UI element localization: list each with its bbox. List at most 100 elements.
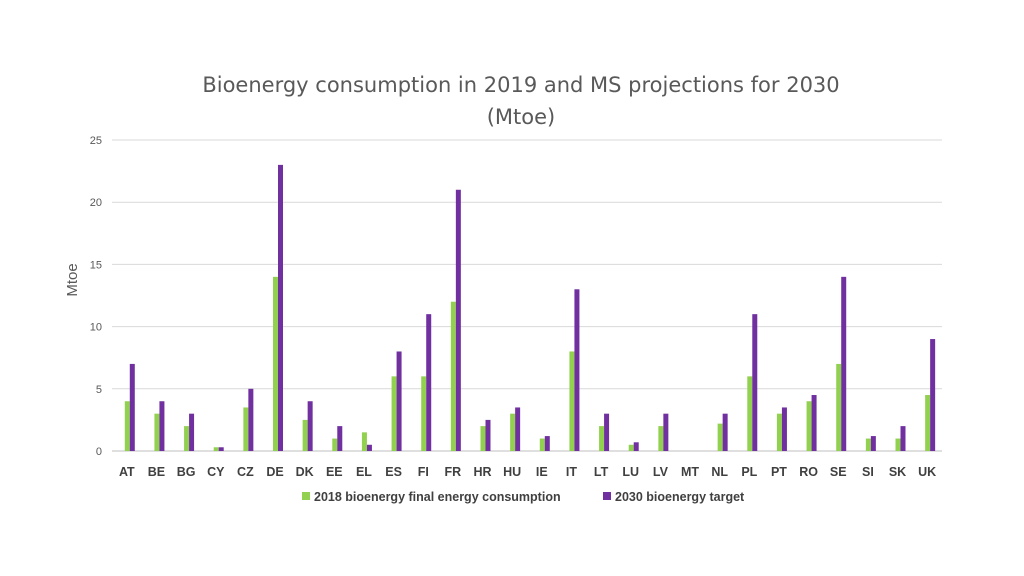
y-tick-label: 15: [90, 259, 102, 271]
x-tick-label: IT: [566, 465, 577, 479]
bar-2018-pt: [776, 413, 782, 451]
y-tick-label: 0: [96, 446, 102, 458]
y-tick-label: 5: [96, 384, 102, 396]
legend-label-2018: 2018 bioenergy final energy consumption: [314, 490, 561, 504]
y-tick-label: 25: [90, 135, 102, 147]
x-tick-label: ES: [385, 465, 402, 479]
x-tick-label: BE: [148, 465, 165, 479]
bars: [124, 164, 936, 451]
x-tick-label: DE: [266, 465, 283, 479]
bar-2018-hu: [510, 413, 516, 451]
bar-2030-fr: [455, 189, 461, 451]
bar-2018-el: [361, 432, 367, 451]
legend-label-2030: 2030 bioenergy target: [615, 490, 745, 504]
bar-2030-lv: [663, 413, 669, 451]
bar-2030-el: [366, 444, 372, 451]
bar-2030-be: [159, 401, 165, 451]
bar-2018-lu: [628, 444, 634, 451]
bar-2030-bg: [189, 413, 195, 451]
x-tick-label: MT: [681, 465, 699, 479]
bar-2030-sk: [900, 426, 906, 451]
bar-2030-hr: [485, 419, 491, 451]
x-tick-label: NL: [711, 465, 728, 479]
bar-2018-de: [273, 276, 278, 451]
x-tick-label: SE: [830, 465, 847, 479]
x-tick-label: FR: [445, 465, 462, 479]
bar-2018-lt: [599, 426, 605, 451]
x-tick-label: EL: [356, 465, 372, 479]
x-tick-label: CY: [207, 465, 225, 479]
bar-2030-lu: [633, 442, 639, 451]
bar-2018-sk: [895, 438, 901, 451]
bar-2030-pl: [752, 314, 758, 451]
bar-2018-nl: [717, 423, 723, 451]
bar-2030-ie: [544, 436, 550, 451]
x-tick-label: DK: [296, 465, 314, 479]
bar-2030-cz: [248, 388, 254, 451]
bar-2018-uk: [925, 395, 931, 451]
x-tick-label: BG: [177, 465, 196, 479]
bar-2030-lt: [604, 413, 610, 451]
x-axis-ticks: AT BE BG CY CZ DE DK EE EL ES FI FR HR HU IE IT LT LU LV MT…: [119, 465, 936, 479]
x-tick-label: RO: [799, 465, 818, 479]
x-tick-label: FI: [418, 465, 429, 479]
x-tick-label: HU: [503, 465, 521, 479]
bar-2018-ee: [332, 438, 338, 451]
x-tick-label: UK: [918, 465, 936, 479]
legend-swatch-2030: [603, 492, 611, 500]
chart-title: Bioenergy consumption in 2019 and MS pro…: [202, 73, 839, 97]
y-tick-label: 10: [90, 322, 102, 334]
bar-2030-fi: [426, 314, 432, 451]
bar-2018-lv: [658, 426, 664, 451]
bar-2030-si: [870, 436, 876, 451]
x-tick-label: EE: [326, 465, 343, 479]
x-tick-label: IE: [536, 465, 548, 479]
bar-2030-de: [278, 164, 283, 451]
chart-subtitle: (Mtoe): [487, 105, 556, 129]
x-tick-label: LV: [653, 465, 669, 479]
legend: 2018 bioenergy final energy consumption 2…: [302, 490, 745, 504]
bar-2018-at: [124, 401, 130, 451]
bar-2018-be: [154, 413, 160, 451]
bar-2018-si: [865, 438, 871, 451]
bar-2018-cy: [213, 447, 219, 451]
bar-2030-es: [396, 351, 402, 451]
bar-2018-ie: [539, 438, 545, 451]
x-tick-label: SI: [862, 465, 874, 479]
x-tick-label: SK: [889, 465, 906, 479]
x-tick-label: LT: [594, 465, 609, 479]
legend-swatch-2018: [302, 492, 310, 500]
bar-2030-uk: [930, 339, 936, 451]
bar-2018-it: [569, 351, 575, 451]
bar-2018-dk: [302, 419, 308, 451]
bar-2030-pt: [781, 407, 787, 451]
bar-2018-hr: [480, 426, 486, 451]
gridlines: [112, 139, 942, 452]
y-tick-label: 20: [90, 197, 102, 209]
bar-2030-ee: [337, 426, 343, 451]
bar-2030-hu: [515, 407, 521, 451]
bar-2030-ro: [811, 395, 817, 451]
bar-2018-fr: [450, 301, 456, 451]
y-axis-label: Mtoe: [64, 263, 81, 296]
bar-2018-se: [836, 363, 842, 451]
bar-2030-it: [574, 289, 580, 451]
bar-2030-dk: [307, 401, 313, 451]
bar-2030-nl: [722, 413, 728, 451]
bar-2018-pl: [747, 376, 753, 451]
x-tick-label: PT: [771, 465, 787, 479]
bar-2018-cz: [243, 407, 249, 451]
bar-2018-bg: [184, 426, 190, 451]
bar-2018-ro: [806, 401, 812, 451]
bar-2030-se: [841, 276, 847, 451]
bar-2030-at: [129, 363, 135, 451]
bar-2018-fi: [421, 376, 427, 451]
bar-2030-cy: [218, 447, 224, 451]
x-tick-label: PL: [741, 465, 757, 479]
x-tick-label: HR: [474, 465, 492, 479]
bar-2018-es: [391, 376, 397, 451]
x-tick-label: AT: [119, 465, 135, 479]
y-axis-ticks: 0 5 10 15 20 25: [90, 135, 102, 458]
